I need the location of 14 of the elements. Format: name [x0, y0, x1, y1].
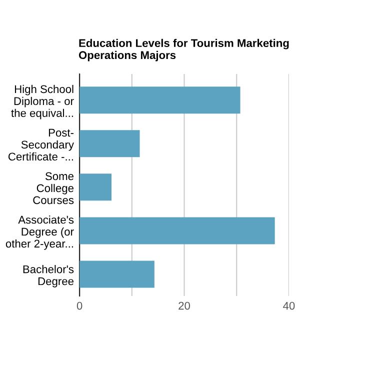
y-tick-label: Bachelor's Degree [23, 265, 74, 288]
x-tick-label: 0 [76, 302, 82, 310]
chart-title: Education Levels for Tourism Marketing Operations Majors [78, 38, 289, 62]
x-tick-label: 20 [178, 302, 190, 310]
bar [80, 260, 154, 288]
y-tick-label: Associate's Degree (or other 2-year... [6, 216, 74, 250]
bar [80, 86, 240, 114]
bar [80, 174, 112, 201]
x-tick-label: 40 [283, 302, 295, 310]
bar [80, 217, 275, 244]
y-tick-label: Post- Secondary Certificate -... [8, 128, 74, 161]
bar [80, 130, 140, 158]
y-tick-label: High School Diploma - or the equival... [11, 84, 74, 120]
y-tick-label: Some College Courses [33, 172, 74, 204]
